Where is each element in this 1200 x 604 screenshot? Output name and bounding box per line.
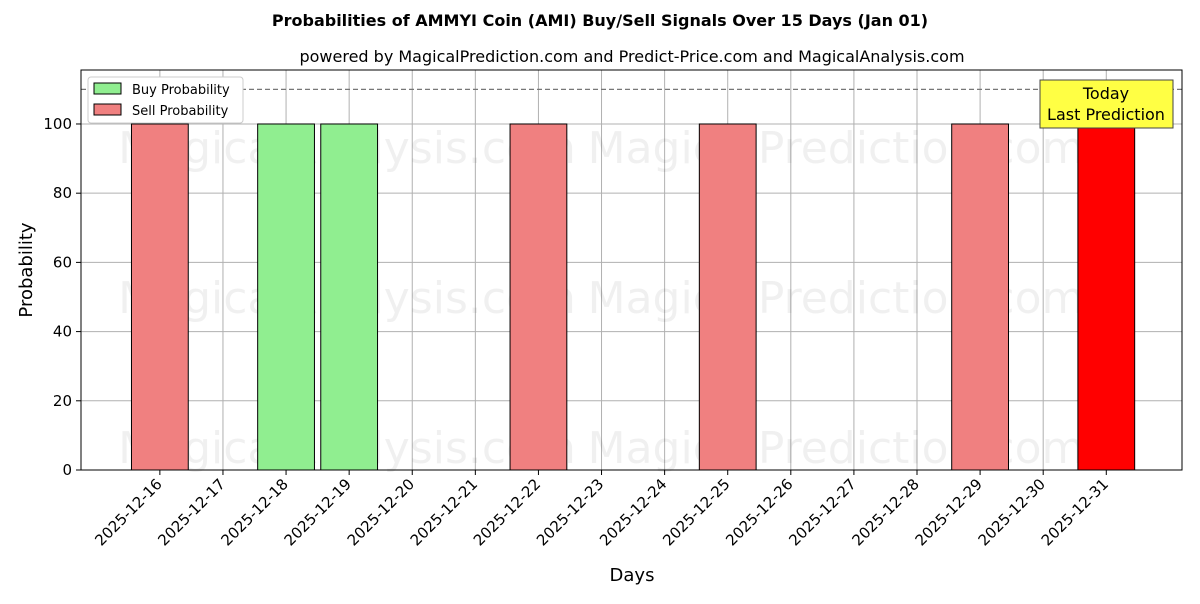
- x-tick-label: 2025-12-26: [722, 475, 796, 549]
- sell-bar: [698, 123, 757, 471]
- x-tick-label: 2025-12-27: [785, 475, 859, 549]
- x-tick-label: 2025-12-30: [975, 475, 1049, 549]
- y-tick-label: 60: [53, 253, 72, 271]
- x-axis-label: Days: [610, 565, 655, 586]
- sell-bar: [1077, 123, 1136, 471]
- sell-bar: [130, 123, 189, 471]
- x-tick-label: 2025-12-25: [659, 475, 733, 549]
- watermark: Magica Prediction.com: [588, 423, 1085, 474]
- chart-subtitle: powered by MagicalPrediction.com and Pre…: [299, 47, 964, 66]
- y-tick-label: 40: [53, 323, 72, 341]
- legend-swatch-buy: [93, 82, 122, 95]
- x-tick-label: 2025-12-24: [596, 475, 670, 549]
- annotation-line1: Today: [1082, 84, 1129, 103]
- y-axis-label: Probability: [16, 222, 37, 317]
- x-tick-label: 2025-12-28: [848, 475, 922, 549]
- y-tick-label: 0: [62, 461, 72, 479]
- x-tick-label: 2025-12-23: [533, 475, 607, 549]
- legend-label-buy: Buy Probability: [132, 83, 230, 98]
- chart-title: Probabilities of AMMYI Coin (AMI) Buy/Se…: [272, 11, 928, 30]
- buy-bar: [257, 123, 315, 471]
- sell-bar: [951, 123, 1009, 471]
- x-tick-label: 2025-12-29: [912, 475, 986, 549]
- x-tick-label: 2025-12-16: [91, 475, 165, 549]
- watermark: Magica Prediction.com: [588, 273, 1085, 324]
- legend-label-sell: Sell Probability: [132, 104, 229, 119]
- y-tick-label: 20: [53, 392, 72, 410]
- legend-swatch-sell: [93, 103, 122, 116]
- y-tick-label: 100: [43, 115, 72, 133]
- x-tick-label: 2025-12-31: [1038, 475, 1112, 549]
- y-tick-label: 80: [53, 184, 72, 202]
- x-tick-label: 2025-12-20: [344, 475, 418, 549]
- annotation-line2: Last Prediction: [1047, 105, 1165, 124]
- x-tick-label: 2025-12-19: [281, 475, 355, 549]
- legend: Buy Probability Sell Probability: [87, 76, 244, 124]
- watermark: Magica Prediction.com: [588, 123, 1085, 174]
- x-tick-label: 2025-12-21: [407, 475, 481, 549]
- sell-bar: [509, 123, 568, 471]
- x-tick-label: 2025-12-17: [154, 475, 228, 549]
- x-tick-label: 2025-12-22: [470, 475, 544, 549]
- buy-bar: [320, 123, 379, 471]
- x-tick-label: 2025-12-18: [218, 475, 292, 549]
- plot-frame: [80, 69, 1183, 471]
- today-annotation: Today Last Prediction: [1039, 79, 1174, 129]
